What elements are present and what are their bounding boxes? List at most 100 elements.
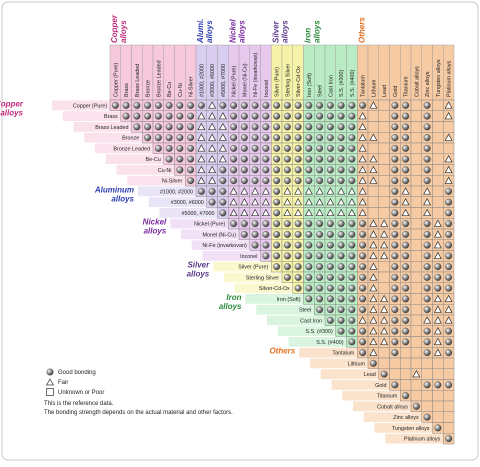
group-top-label: alloys bbox=[313, 20, 322, 43]
good-mark bbox=[326, 273, 334, 281]
good-mark bbox=[305, 252, 313, 260]
cell bbox=[410, 314, 422, 326]
cell bbox=[400, 379, 412, 391]
good-mark bbox=[316, 112, 324, 120]
good-mark bbox=[423, 155, 431, 163]
good-mark bbox=[445, 241, 453, 249]
good-mark bbox=[326, 306, 334, 314]
good-mark bbox=[219, 166, 227, 174]
column-label: Steel bbox=[318, 85, 324, 97]
good-mark bbox=[230, 134, 238, 142]
fair-mark bbox=[218, 111, 227, 120]
good-mark bbox=[273, 101, 281, 109]
row-label: Lead bbox=[364, 372, 376, 378]
fair-mark bbox=[401, 187, 410, 195]
good-mark bbox=[391, 263, 399, 271]
fair-mark bbox=[433, 240, 442, 249]
good-mark bbox=[391, 306, 399, 314]
fair-mark bbox=[240, 208, 249, 217]
good-mark bbox=[262, 177, 270, 185]
good-mark bbox=[348, 123, 356, 131]
good-mark bbox=[197, 187, 205, 195]
good-mark bbox=[273, 198, 281, 206]
fair-mark bbox=[304, 187, 313, 195]
good-mark bbox=[240, 112, 248, 120]
good-mark bbox=[348, 316, 356, 324]
fair-mark bbox=[315, 197, 324, 206]
good-mark bbox=[337, 177, 345, 185]
good-mark bbox=[402, 230, 410, 238]
good-mark bbox=[423, 349, 431, 357]
row-label: #5000, #7000 bbox=[182, 211, 215, 217]
good-mark bbox=[230, 177, 238, 185]
cell bbox=[432, 368, 444, 380]
good-mark bbox=[154, 101, 162, 109]
cell bbox=[432, 164, 444, 176]
good-mark bbox=[273, 220, 281, 228]
fair-mark bbox=[315, 208, 324, 217]
row-label: Cu-Ni bbox=[158, 168, 172, 174]
fair-mark bbox=[283, 197, 292, 206]
fair-mark bbox=[444, 154, 453, 163]
fair-mark bbox=[380, 305, 389, 313]
good-mark bbox=[391, 177, 399, 185]
good-mark bbox=[359, 327, 367, 335]
good-mark bbox=[262, 220, 270, 228]
column-label: Cu-Ni bbox=[178, 83, 184, 97]
group-side-label: alloys bbox=[219, 302, 242, 311]
good-mark bbox=[445, 187, 453, 195]
good-mark bbox=[423, 220, 431, 228]
good-mark bbox=[359, 349, 367, 357]
row-label-band bbox=[95, 143, 153, 154]
row-label-band bbox=[84, 132, 143, 143]
good-mark bbox=[240, 230, 248, 238]
column-label: Tungsten alloys bbox=[436, 59, 442, 97]
fair-mark bbox=[444, 316, 453, 324]
good-mark bbox=[391, 338, 399, 346]
fair-mark bbox=[208, 154, 217, 163]
row-label-band bbox=[320, 369, 379, 379]
good-mark bbox=[348, 252, 356, 260]
good-mark bbox=[423, 284, 431, 292]
good-mark bbox=[187, 101, 195, 109]
good-mark bbox=[326, 252, 334, 260]
good-mark bbox=[176, 166, 184, 174]
good-mark bbox=[348, 327, 356, 335]
column-label: #3000, #6000 bbox=[210, 64, 216, 97]
good-mark bbox=[294, 273, 302, 281]
fair-mark bbox=[197, 133, 206, 141]
good-mark bbox=[337, 144, 345, 152]
row-label: Inconel bbox=[240, 254, 257, 260]
fair-mark bbox=[261, 187, 270, 195]
good-mark bbox=[251, 155, 259, 163]
cell bbox=[432, 110, 444, 122]
good-mark bbox=[251, 220, 259, 228]
fair-mark bbox=[229, 197, 238, 206]
column-label: Bronze bbox=[146, 80, 152, 97]
row-label-band bbox=[52, 100, 110, 111]
column-label: Platinum alloys bbox=[447, 60, 453, 97]
row-label: Zinc alloys bbox=[393, 415, 419, 421]
good-mark bbox=[359, 220, 367, 228]
group-side-label: alloys bbox=[0, 108, 23, 117]
good-mark bbox=[316, 101, 324, 109]
good-mark bbox=[187, 177, 195, 185]
good-mark bbox=[305, 166, 313, 174]
fair-mark bbox=[444, 294, 453, 303]
fair-mark bbox=[444, 176, 453, 184]
good-mark bbox=[262, 112, 270, 120]
good-mark bbox=[326, 263, 334, 271]
good-mark bbox=[262, 123, 270, 131]
good-mark bbox=[283, 177, 291, 185]
good-mark bbox=[391, 101, 399, 109]
cell bbox=[443, 422, 455, 434]
fair-mark bbox=[261, 197, 270, 206]
fair-mark bbox=[208, 144, 217, 152]
fair-mark bbox=[326, 208, 335, 217]
cell bbox=[410, 142, 422, 154]
fair-mark bbox=[433, 251, 442, 260]
good-mark bbox=[402, 284, 410, 292]
good-mark bbox=[337, 295, 345, 303]
cell bbox=[378, 196, 390, 208]
